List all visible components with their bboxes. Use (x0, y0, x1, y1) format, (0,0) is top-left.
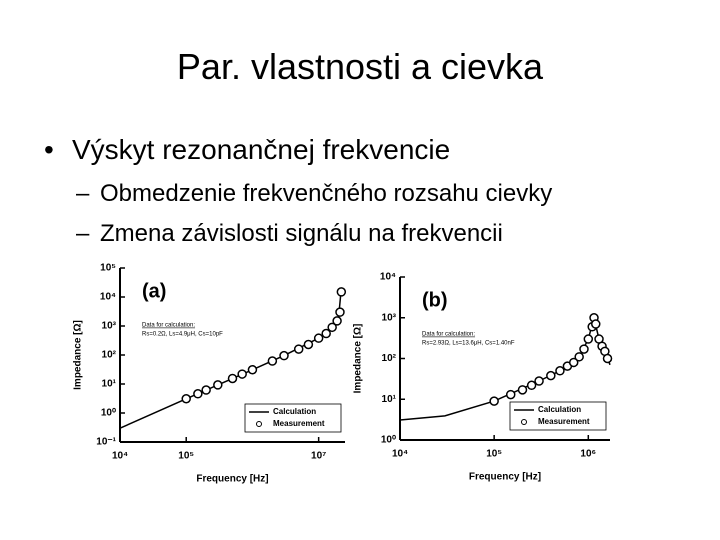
measurement-point (237, 369, 247, 379)
measurement-point (568, 357, 579, 368)
measurement-point (227, 373, 238, 384)
y-tick-label: 10² (102, 350, 117, 361)
x-axis-title: Frequency [Hz] (196, 474, 268, 485)
annotation: Rs=0.2Ω, Ls=4.9μH, Cs=10pF (142, 332, 223, 338)
y-axis-title: Impedance [Ω] (73, 320, 84, 390)
measurement-point (534, 376, 544, 386)
measurement-point (247, 365, 258, 375)
measurement-point (526, 380, 537, 391)
panel-label: (b) (422, 289, 448, 311)
annotation: Rs=2.93Ω, Ls=13.6μH, Cs=1.40nF (422, 341, 515, 347)
bullet: Výskyt rezonančnej frekvencie (72, 134, 451, 165)
legend-label: Measurement (538, 417, 590, 426)
legend-box (244, 403, 342, 433)
y-axis-title: Impedance [Ω] (353, 324, 364, 394)
y-tick-label: 10⁰ (381, 435, 396, 446)
annotation-title: Data for calculation: (142, 323, 195, 329)
x-tick-label: 10⁷ (311, 451, 326, 462)
legend-box (509, 401, 607, 431)
legend-marker (521, 419, 527, 425)
measurement-point (279, 350, 289, 361)
measurement-point (267, 356, 278, 366)
legend-label: Measurement (273, 419, 325, 428)
dash: – (76, 220, 90, 247)
measurement-point (505, 389, 516, 400)
y-tick-label: 10³ (102, 321, 117, 332)
measurement-point (293, 344, 304, 354)
measurement-point (546, 370, 556, 381)
measurement-point (555, 366, 565, 376)
y-tick-label: 10¹ (102, 379, 117, 390)
subbullet: Obmedzenie frekvenčného rozsahu cievky (100, 180, 553, 207)
y-tick-label: 10⁴ (380, 272, 396, 283)
measurement-point (213, 380, 223, 390)
x-tick-label: 10⁴ (112, 451, 128, 462)
x-tick-label: 10⁵ (486, 449, 502, 460)
y-tick-label: 10⁵ (100, 263, 116, 274)
measurement-point (193, 389, 203, 399)
slide-title: Par. vlastnosti a cievka (176, 46, 544, 87)
measurement-point (321, 328, 331, 339)
measurement-point (591, 319, 601, 329)
x-tick-label: 10⁶ (580, 449, 596, 460)
y-tick-label: 10² (382, 353, 397, 364)
measurement-point (303, 339, 314, 350)
legend-label: Calculation (273, 407, 316, 416)
measurement-point (201, 385, 211, 395)
annotation-title: Data for calculation: (422, 332, 475, 338)
legend-marker (256, 421, 262, 427)
legend-label: Calculation (538, 405, 581, 414)
measurement-point (489, 396, 499, 406)
measurement-point (574, 352, 584, 362)
measurement-point (517, 385, 528, 395)
x-tick-label: 10⁵ (178, 451, 194, 462)
measurement-point (313, 333, 324, 343)
measurement-point (579, 344, 589, 354)
panel-label: (a) (142, 280, 166, 302)
measurement-point (327, 322, 337, 333)
y-tick-label: 10³ (382, 312, 397, 323)
y-tick-label: 10¹ (382, 394, 397, 405)
y-tick-label: 10⁴ (100, 292, 116, 303)
dash: – (76, 180, 90, 207)
subbullet: Zmena závislosti signálu na frekvencii (100, 220, 503, 247)
measurement-point (336, 287, 347, 297)
measurement-point (602, 353, 613, 364)
measurement-point (335, 307, 345, 317)
y-tick-label: 10⁰ (101, 408, 116, 419)
measurement-point (332, 316, 342, 326)
bullet-symbol: • (44, 134, 54, 165)
x-tick-label: 10⁴ (392, 449, 408, 460)
x-axis-title: Frequency [Hz] (469, 472, 541, 483)
measurement-point (583, 334, 594, 344)
measurement-point (181, 394, 191, 404)
y-tick-label: 10⁻¹ (96, 437, 116, 448)
